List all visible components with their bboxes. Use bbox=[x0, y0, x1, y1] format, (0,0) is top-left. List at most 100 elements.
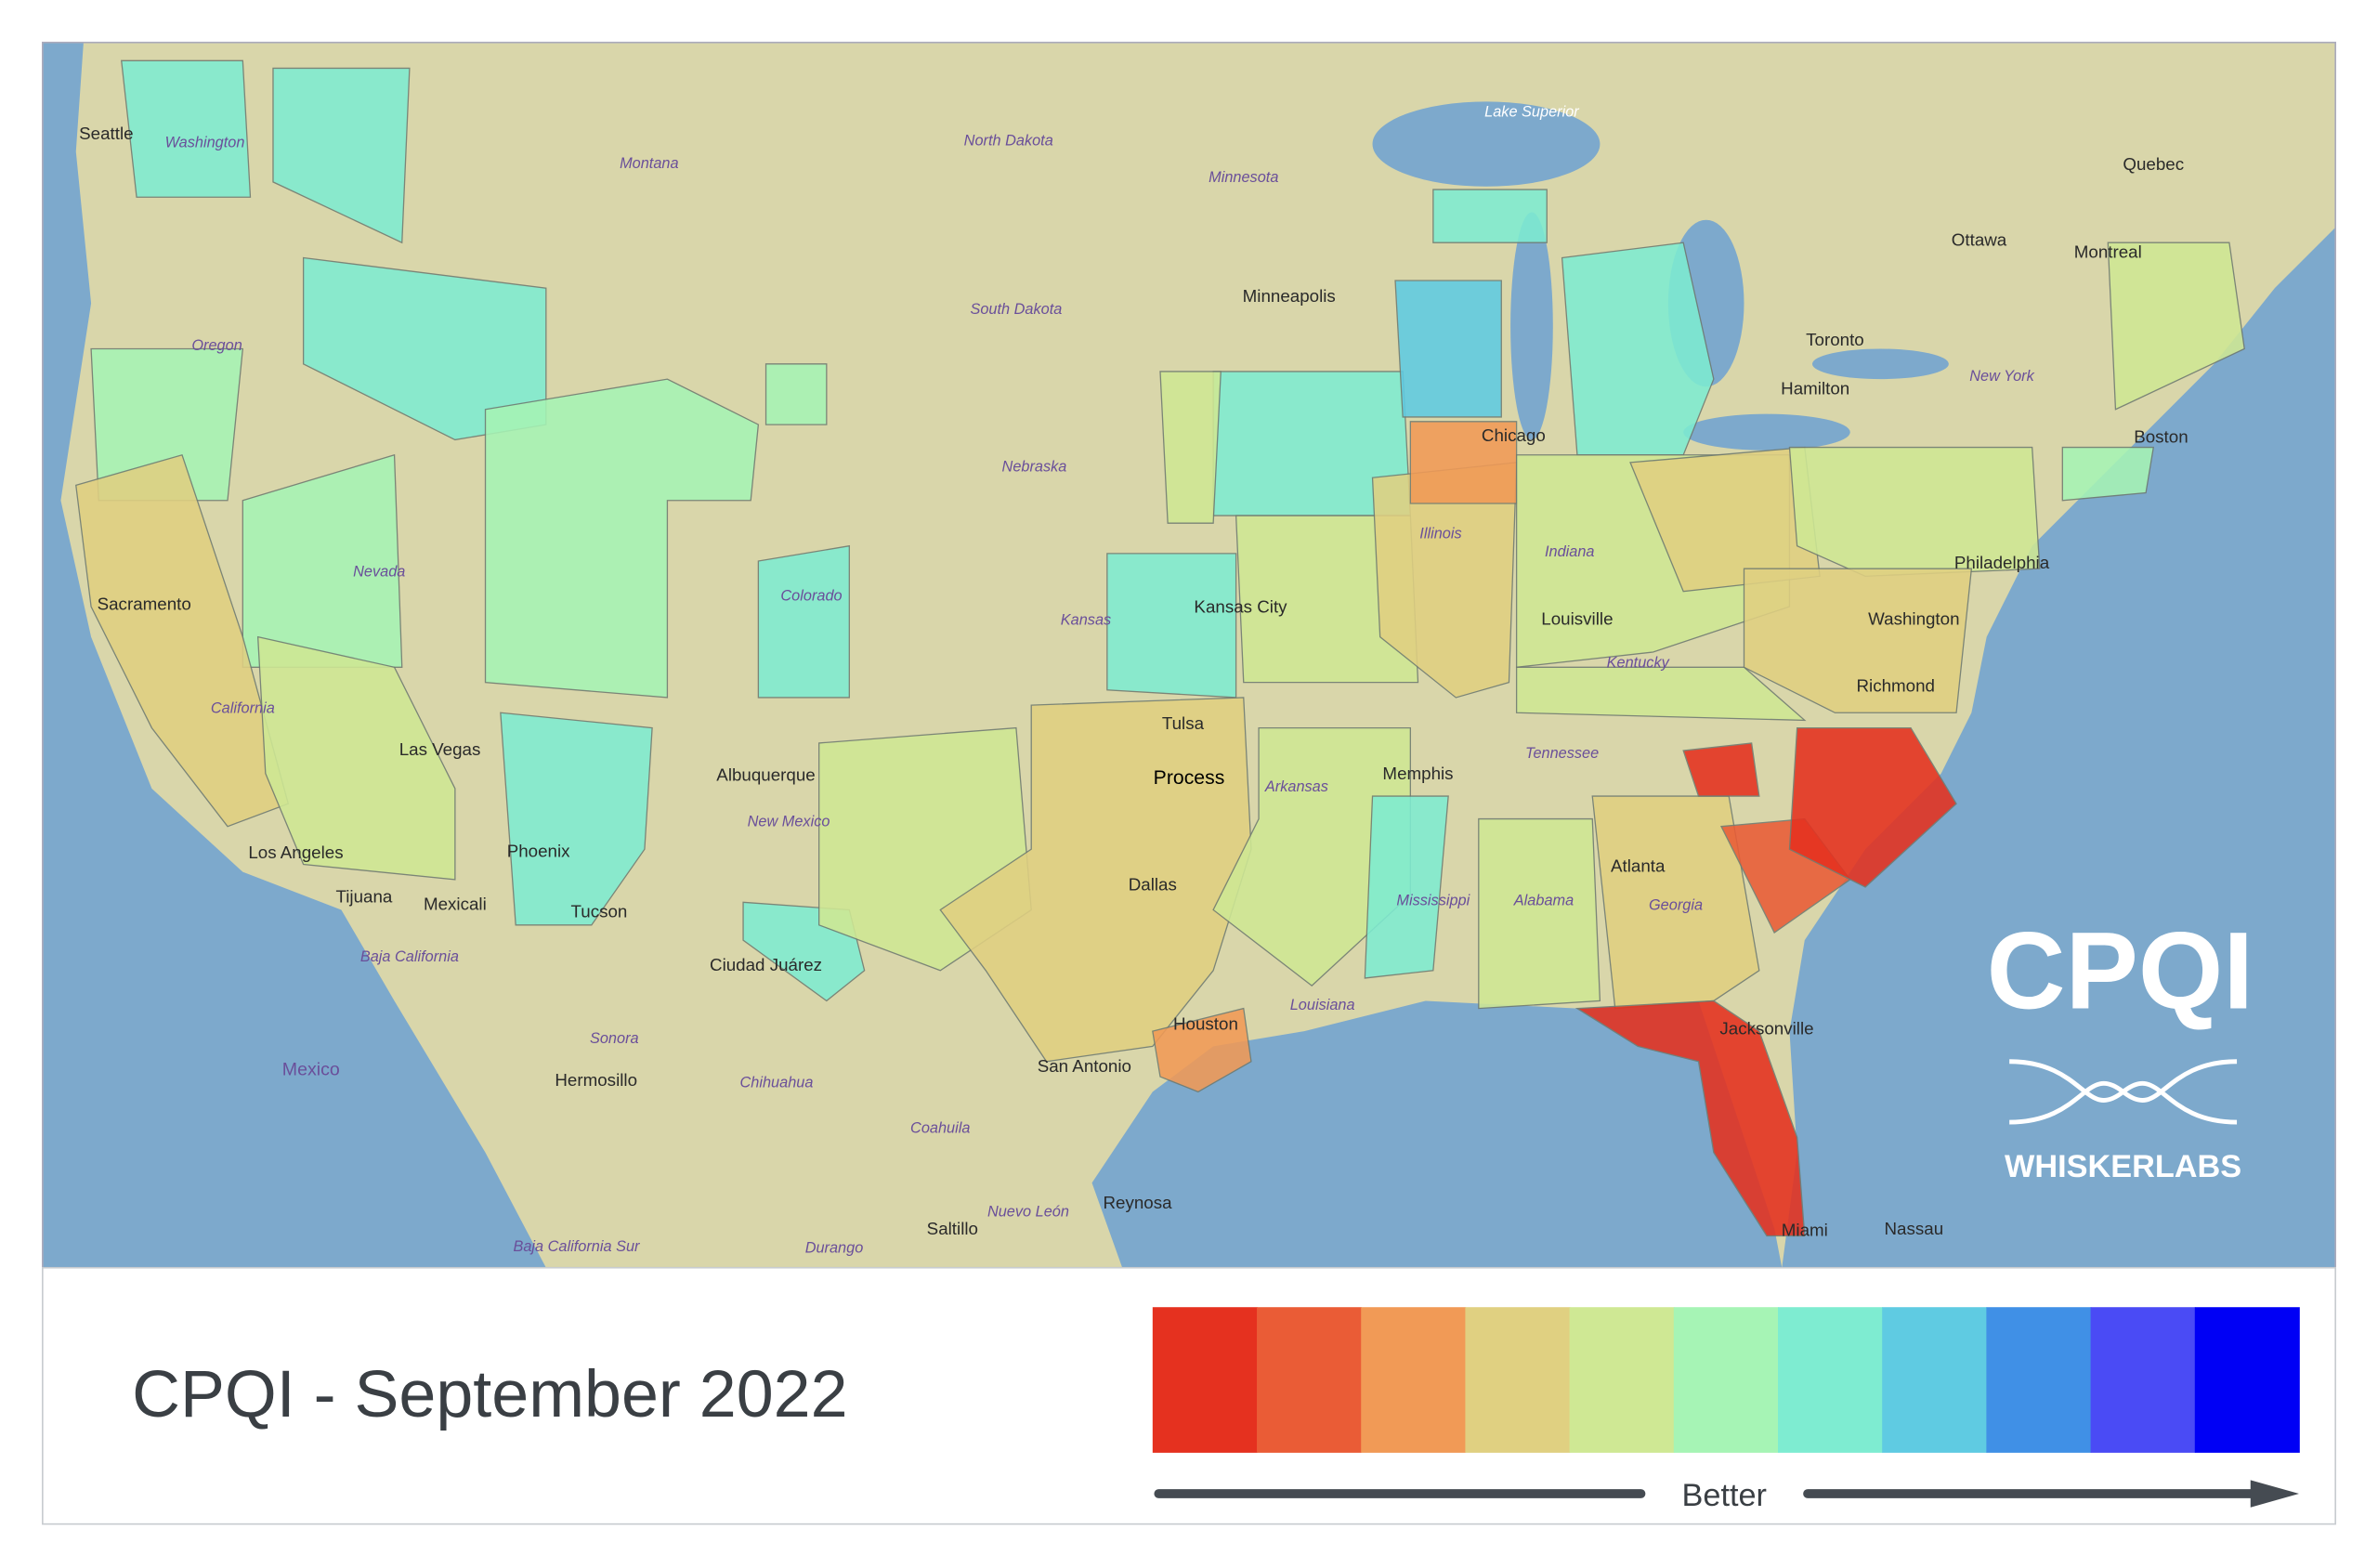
map-label: Tulsa bbox=[1162, 713, 1205, 733]
map-label: Illinois bbox=[1419, 526, 1461, 542]
pacific-ocean bbox=[42, 42, 546, 1268]
lake bbox=[1510, 212, 1553, 440]
region bbox=[1788, 726, 1957, 888]
map-label: San Antonio bbox=[1038, 1056, 1131, 1076]
map-label: Baja California bbox=[360, 948, 459, 965]
logo-name: CPQI bbox=[1987, 910, 2254, 1032]
map-label: Colorado bbox=[780, 587, 842, 604]
map-label: Memphis bbox=[1382, 764, 1453, 783]
region bbox=[1106, 553, 1237, 699]
region bbox=[1561, 242, 1715, 456]
map-label: New Mexico bbox=[748, 814, 830, 830]
region bbox=[1235, 515, 1419, 684]
map-label: Quebec bbox=[2123, 154, 2184, 174]
map-label: Albuquerque bbox=[716, 765, 815, 785]
region bbox=[256, 635, 456, 881]
lake bbox=[1372, 101, 1601, 187]
legend-swatch bbox=[1986, 1307, 2092, 1453]
map-label: Boston bbox=[2134, 427, 2188, 447]
region bbox=[1682, 742, 1760, 797]
map-label: Minnesota bbox=[1209, 169, 1278, 186]
arrow-head bbox=[2250, 1480, 2299, 1508]
map-label: Seattle bbox=[79, 124, 133, 143]
legend-swatch bbox=[1673, 1307, 1779, 1453]
logo-company: WHISKERLABS bbox=[2005, 1149, 2241, 1184]
region bbox=[272, 67, 411, 244]
map-label: Tucson bbox=[571, 902, 628, 921]
map-label: Nuevo León bbox=[987, 1203, 1069, 1220]
region bbox=[90, 347, 244, 502]
map-label: Kansas City bbox=[1194, 597, 1287, 617]
map-label: Phoenix bbox=[507, 841, 570, 860]
region bbox=[75, 453, 290, 828]
map-label: Sacramento bbox=[98, 594, 191, 613]
map-label: Minneapolis bbox=[1243, 286, 1336, 306]
map-label: Los Angeles bbox=[248, 843, 343, 862]
map-label: Jacksonville bbox=[1719, 1018, 1813, 1038]
gulf-of-mexico bbox=[1091, 1000, 1783, 1268]
map-label: North Dakota bbox=[964, 133, 1053, 150]
legend-swatch bbox=[1465, 1307, 1571, 1453]
region bbox=[1478, 817, 1601, 1010]
map-label: Nebraska bbox=[1002, 459, 1067, 476]
map: Seattle Washington Montana North Dakota Minn… bbox=[42, 41, 2336, 1269]
map-label: New York bbox=[1969, 368, 2034, 385]
legend bbox=[1152, 1307, 2300, 1453]
map-label: Chihuahua bbox=[740, 1074, 814, 1091]
map-label: Dallas bbox=[1129, 874, 1177, 894]
lake bbox=[1683, 413, 1850, 451]
map-label: Baja California Sur bbox=[513, 1238, 640, 1255]
map-label: Ottawa bbox=[1952, 229, 2007, 249]
lake bbox=[1811, 348, 1949, 380]
map-label: Toronto bbox=[1806, 330, 1864, 349]
map-label: Hermosillo bbox=[555, 1070, 637, 1090]
map-label: Mexicali bbox=[424, 894, 487, 913]
map-label: Louisiana bbox=[1290, 997, 1355, 1013]
map-label: Philadelphia bbox=[1954, 553, 2050, 572]
region bbox=[1574, 1000, 1806, 1237]
legend-swatch bbox=[2090, 1307, 2196, 1453]
legend-swatch bbox=[1361, 1307, 1467, 1453]
region bbox=[500, 712, 653, 926]
region bbox=[1743, 568, 1973, 713]
legend-caption: Better bbox=[1682, 1478, 1767, 1513]
map-labels: Seattle Washington Montana North Dakota Minn… bbox=[79, 104, 2188, 1257]
atlantic-ocean bbox=[1782, 227, 2336, 1268]
region bbox=[757, 544, 850, 699]
region bbox=[1364, 795, 1449, 979]
map-label: South Dakota bbox=[970, 301, 1062, 318]
map-label: Indiana bbox=[1545, 543, 1595, 560]
map-label: Atlanta bbox=[1611, 856, 1666, 876]
logo-wave bbox=[2009, 1059, 2238, 1125]
map-label: Kentucky bbox=[1607, 654, 1670, 671]
legend-swatch bbox=[1569, 1307, 1675, 1453]
map-label: Montreal bbox=[2074, 242, 2142, 262]
region bbox=[1212, 726, 1411, 987]
region bbox=[2061, 446, 2155, 502]
map-label: Montana bbox=[620, 155, 678, 172]
regions bbox=[75, 59, 2245, 1237]
map-label: Washington bbox=[165, 134, 245, 150]
map-label: Richmond bbox=[1857, 675, 1935, 695]
map-label: Nevada bbox=[353, 563, 405, 580]
legend-swatch bbox=[1778, 1307, 1884, 1453]
map-label: Lake Superior bbox=[1484, 104, 1579, 121]
map-label: Ciudad Juárez bbox=[710, 955, 822, 974]
map-label: Mexico bbox=[282, 1059, 340, 1079]
map-label: Alabama bbox=[1513, 893, 1574, 909]
map-label: Durango bbox=[805, 1239, 864, 1256]
map-label: Tijuana bbox=[335, 886, 392, 906]
map-label: Miami bbox=[1782, 1220, 1828, 1239]
region bbox=[1159, 371, 1222, 524]
map-label: Louisville bbox=[1541, 609, 1613, 629]
legend-swatch bbox=[1257, 1307, 1363, 1453]
map-label: Las Vegas bbox=[399, 739, 481, 759]
map-label: Chicago bbox=[1482, 425, 1546, 445]
footer-title: CPQI - September 2022 bbox=[132, 1357, 847, 1431]
map-label: Saltillo bbox=[927, 1219, 978, 1238]
footer: CPQI - September 2022 Better bbox=[42, 1266, 2336, 1525]
legend-swatch bbox=[1152, 1307, 1258, 1453]
